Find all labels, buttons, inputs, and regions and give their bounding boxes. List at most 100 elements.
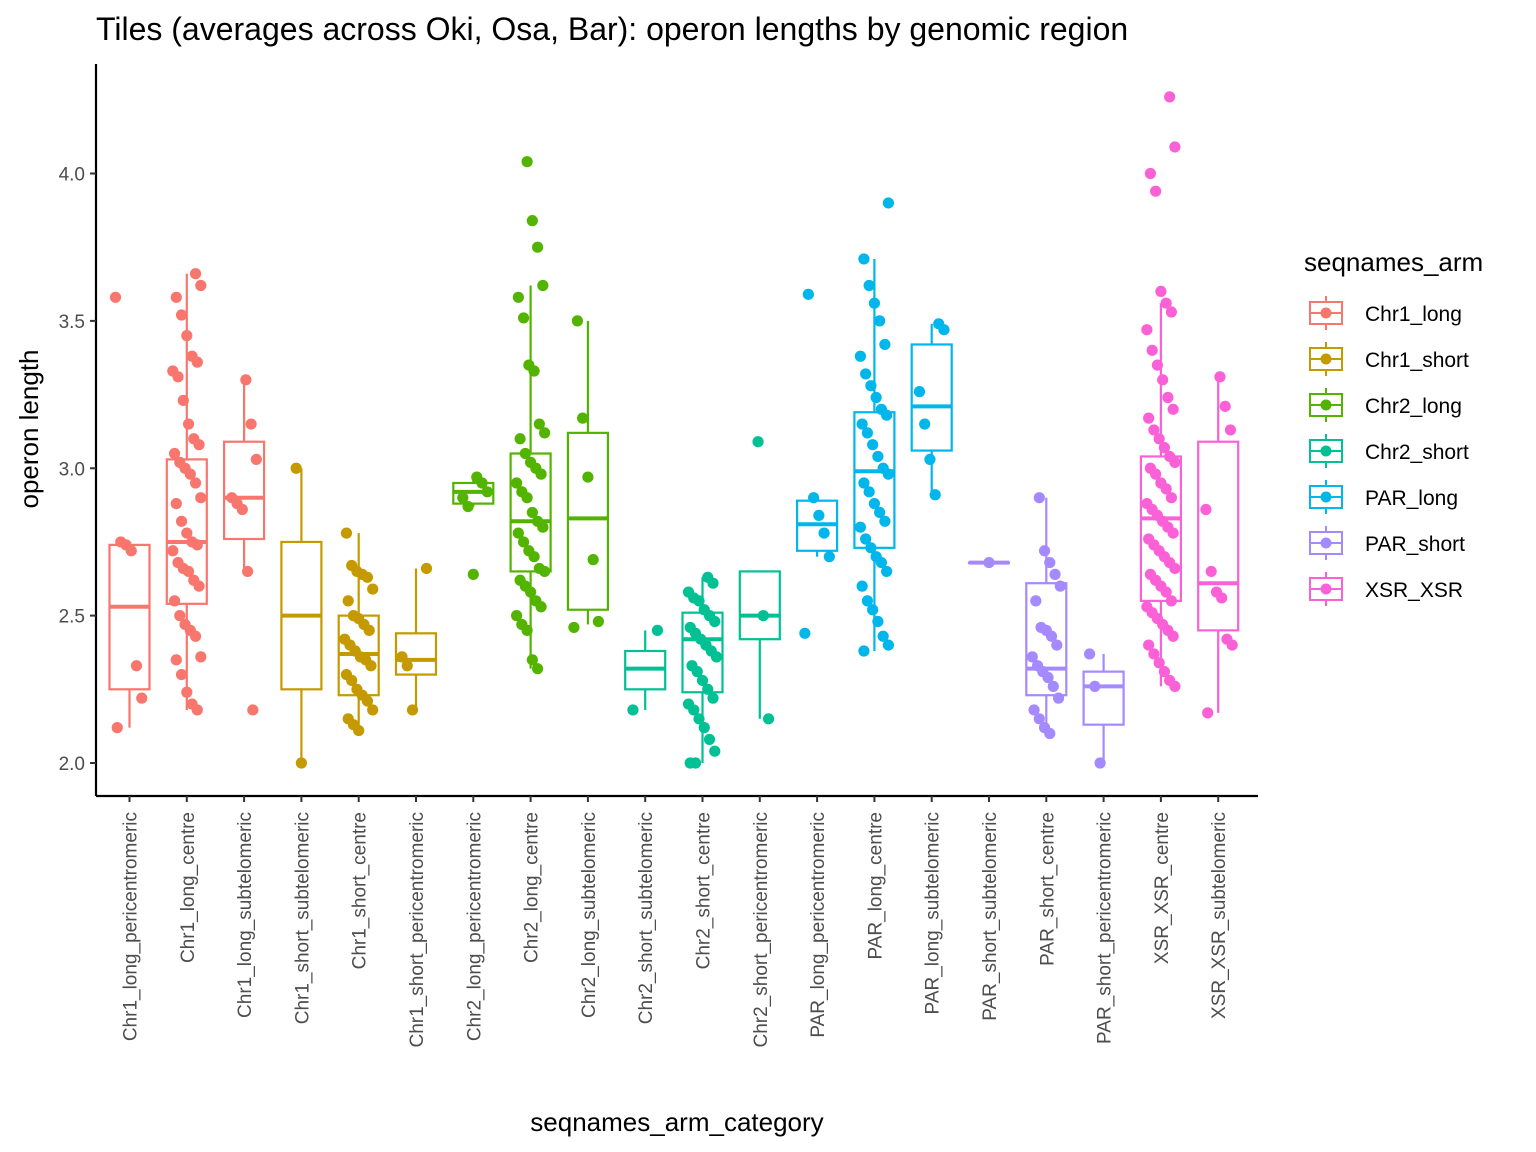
x-tick-label: XSR_XSR_centre: [1152, 812, 1173, 964]
point: [881, 565, 893, 578]
point: [526, 215, 538, 227]
point: [537, 521, 549, 533]
point: [571, 315, 584, 327]
point: [340, 527, 353, 539]
point: [195, 651, 207, 663]
point: [539, 565, 551, 578]
legend-key-point: [1320, 399, 1332, 411]
legend-item-Chr2_long: Chr2_long: [1309, 388, 1462, 422]
point: [1155, 285, 1167, 297]
point: [913, 386, 926, 398]
point: [877, 630, 889, 642]
point: [346, 674, 358, 687]
point: [250, 453, 262, 466]
point: [181, 527, 193, 539]
legend-key-point: [1320, 445, 1332, 457]
x-tick-label: Chr2_long_pericentromeric: [464, 812, 485, 1041]
point: [367, 583, 379, 595]
point: [868, 297, 881, 309]
point: [365, 660, 377, 672]
box-PAR_long_subtelomeric: [910, 323, 953, 495]
legend-item-PAR_short: PAR_short: [1309, 526, 1465, 560]
point: [510, 610, 523, 622]
point: [1146, 344, 1158, 356]
point: [184, 468, 196, 480]
point: [510, 477, 523, 489]
point: [870, 391, 882, 404]
point: [363, 624, 375, 636]
point: [1049, 568, 1061, 580]
point: [1157, 374, 1169, 386]
x-tick-label: Chr2_short_pericentromeric: [751, 812, 772, 1048]
legend-item-Chr2_short: Chr2_short: [1309, 434, 1469, 468]
point: [361, 571, 374, 583]
point: [175, 668, 188, 681]
point: [1033, 492, 1045, 504]
legend-label: PAR_short: [1365, 533, 1465, 556]
point: [535, 601, 547, 613]
point: [592, 615, 605, 628]
point: [762, 713, 775, 725]
x-tick-label: PAR_short_centre: [1037, 812, 1058, 966]
point: [136, 692, 148, 704]
point: [1084, 648, 1096, 660]
point: [1160, 483, 1172, 495]
point: [858, 477, 870, 489]
point: [823, 551, 835, 563]
point: [856, 418, 868, 430]
point: [693, 713, 705, 725]
point: [342, 595, 354, 607]
point: [1141, 324, 1153, 336]
point: [175, 515, 188, 527]
point: [710, 651, 723, 663]
point: [808, 492, 820, 504]
point: [181, 330, 193, 342]
point: [863, 279, 875, 292]
point: [191, 704, 203, 716]
point: [1042, 671, 1054, 684]
point: [1164, 91, 1176, 103]
point: [924, 453, 936, 466]
point: [799, 627, 811, 639]
x-tick-label: PAR_long_subtelomeric: [923, 812, 944, 1014]
point: [242, 565, 254, 578]
point: [693, 595, 705, 607]
point: [709, 745, 721, 757]
point: [938, 324, 950, 336]
x-tick-label: Chr1_long_pericentromeric: [121, 812, 142, 1041]
point: [189, 477, 202, 489]
point: [467, 568, 479, 580]
point: [1224, 424, 1237, 436]
point: [1160, 297, 1172, 309]
point: [1158, 442, 1170, 454]
point: [532, 241, 544, 253]
point: [1153, 657, 1165, 669]
point: [1148, 424, 1160, 436]
legend-label: PAR_long: [1365, 487, 1458, 510]
box-Chr2_short_pericentromeric: [738, 570, 781, 719]
point: [462, 500, 474, 513]
box-iqr: [1082, 670, 1125, 726]
legend-label: Chr2_long: [1365, 395, 1462, 418]
point: [1026, 651, 1038, 663]
x-tick-label: Chr1_short_subtelomeric: [292, 812, 313, 1024]
point: [861, 595, 874, 607]
point: [191, 356, 203, 368]
point: [130, 660, 143, 672]
point: [191, 539, 203, 551]
point: [867, 439, 879, 451]
y-axis-title: operon length: [14, 349, 44, 508]
point: [1052, 692, 1065, 704]
box-iqr: [738, 570, 781, 641]
point: [193, 439, 205, 451]
point: [983, 556, 995, 569]
legend-key-point: [1320, 537, 1332, 549]
point: [856, 580, 868, 592]
point: [1150, 468, 1162, 480]
point: [707, 577, 719, 589]
point: [867, 604, 879, 616]
legend-item-Chr1_long: Chr1_long: [1309, 296, 1462, 330]
point: [1094, 757, 1106, 769]
point: [1089, 680, 1101, 692]
